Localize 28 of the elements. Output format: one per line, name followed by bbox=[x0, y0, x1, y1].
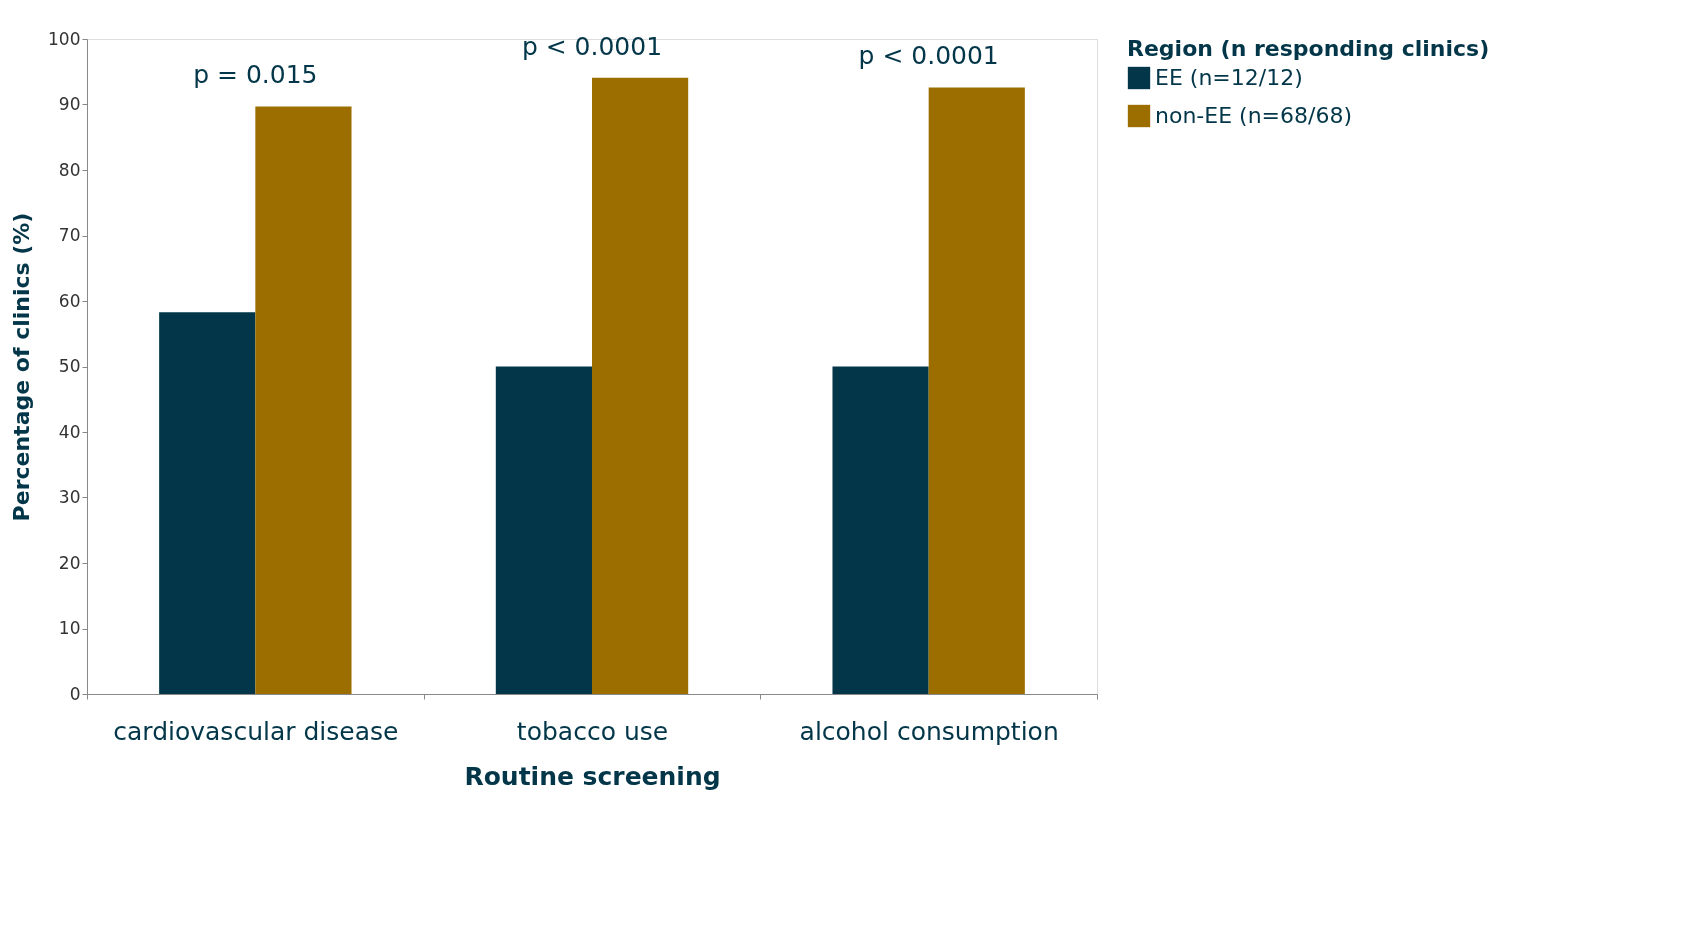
legend-title: Region (n responding clinics) bbox=[1127, 36, 1490, 61]
y-tick-label: 30 bbox=[58, 487, 81, 507]
legend-label: EE (n=12/12) bbox=[1155, 65, 1303, 90]
y-tick-label: 70 bbox=[58, 225, 81, 245]
y-axis-title: Percentage of clinics (%) bbox=[9, 212, 35, 522]
x-axis-title: Routine screening bbox=[464, 761, 721, 791]
y-tick-label: 60 bbox=[58, 290, 81, 311]
y-tick-label: 20 bbox=[58, 552, 81, 573]
bar bbox=[592, 77, 689, 694]
y-tick-label: 40 bbox=[58, 421, 81, 442]
annotation: p < 0.0001 bbox=[521, 31, 663, 61]
y-tick-label: 80 bbox=[58, 159, 81, 180]
y-tick-label: 90 bbox=[58, 94, 81, 114]
bar bbox=[495, 366, 592, 694]
y-tick-label: 0 bbox=[69, 683, 81, 704]
y-tick-label: 100 bbox=[48, 28, 81, 49]
y-tick-label: 50 bbox=[58, 356, 81, 376]
bar bbox=[159, 312, 256, 694]
bar bbox=[255, 106, 352, 694]
y-tick-label: 10 bbox=[58, 618, 81, 638]
x-tick-label: cardiovascular disease bbox=[113, 716, 399, 746]
bar bbox=[928, 87, 1025, 694]
annotation: p = 0.015 bbox=[193, 60, 318, 90]
bar bbox=[832, 366, 929, 694]
legend-label: non-EE (n=68/68) bbox=[1155, 103, 1353, 128]
annotation: p < 0.0001 bbox=[858, 41, 999, 71]
x-tick-label: tobacco use bbox=[516, 716, 669, 746]
x-tick-label: alcohol consumption bbox=[799, 716, 1059, 746]
